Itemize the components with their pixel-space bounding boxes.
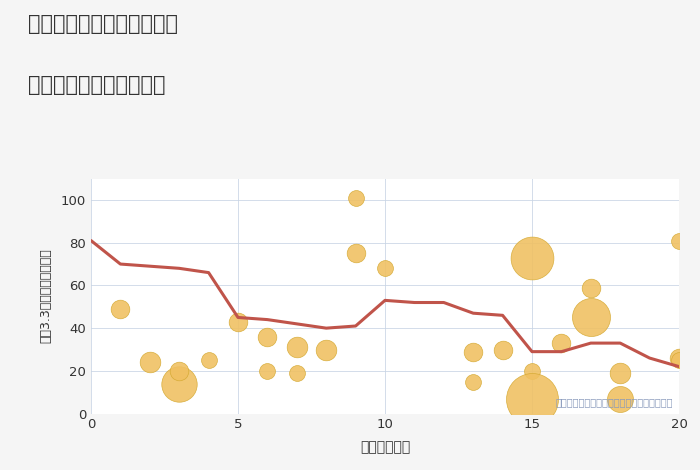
Y-axis label: 坪（3.3㎡）単価（万円）: 坪（3.3㎡）単価（万円） bbox=[40, 249, 52, 344]
Point bbox=[585, 313, 596, 321]
Point bbox=[350, 250, 361, 257]
Point bbox=[673, 237, 685, 244]
Point bbox=[468, 378, 479, 385]
X-axis label: 駅距離（分）: 駅距離（分） bbox=[360, 440, 410, 454]
Point bbox=[262, 367, 273, 375]
Point bbox=[291, 369, 302, 377]
Point bbox=[144, 359, 155, 366]
Point bbox=[615, 369, 626, 377]
Point bbox=[115, 305, 126, 313]
Point bbox=[232, 318, 244, 326]
Point bbox=[468, 348, 479, 355]
Point bbox=[526, 367, 538, 375]
Point bbox=[291, 344, 302, 351]
Point bbox=[174, 367, 185, 375]
Text: 円の大きさは、取引のあった物件面積を示す: 円の大きさは、取引のあった物件面積を示す bbox=[556, 397, 673, 407]
Point bbox=[321, 346, 332, 353]
Point bbox=[615, 395, 626, 402]
Point bbox=[526, 254, 538, 261]
Text: 岐阜県土岐市泉日之出町の: 岐阜県土岐市泉日之出町の bbox=[28, 14, 178, 34]
Point bbox=[379, 265, 391, 272]
Point bbox=[585, 284, 596, 291]
Text: 駅距離別中古戸建て価格: 駅距離別中古戸建て価格 bbox=[28, 75, 165, 95]
Point bbox=[673, 354, 685, 362]
Point bbox=[350, 194, 361, 202]
Point bbox=[526, 395, 538, 402]
Point bbox=[497, 346, 508, 353]
Point bbox=[174, 380, 185, 387]
Point bbox=[203, 356, 214, 364]
Point bbox=[262, 333, 273, 340]
Point bbox=[556, 339, 567, 347]
Point bbox=[673, 356, 685, 364]
